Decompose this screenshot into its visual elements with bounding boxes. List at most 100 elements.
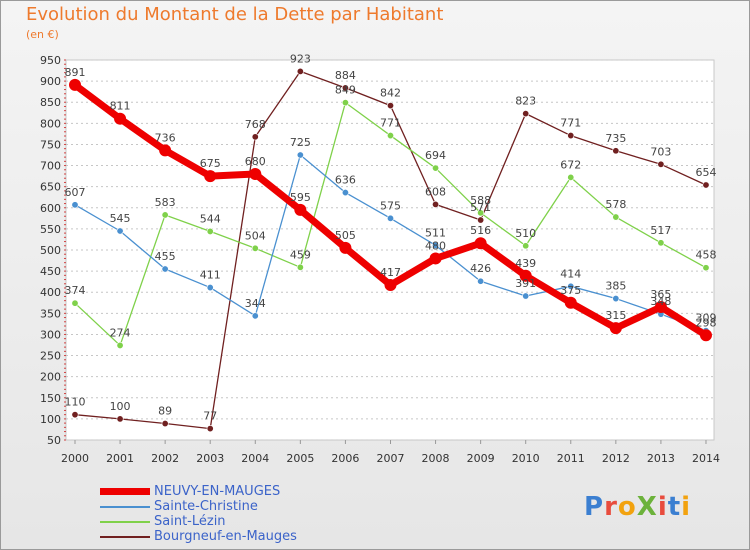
legend-item-sainte-christine[interactable]: Sainte-Christine bbox=[100, 499, 297, 514]
data-point bbox=[567, 173, 575, 181]
data-point bbox=[699, 329, 712, 342]
data-point bbox=[657, 239, 665, 247]
y-tick-label: 600 bbox=[40, 202, 61, 215]
legend-label: Saint-Lézin bbox=[154, 514, 226, 529]
data-point bbox=[114, 112, 127, 125]
y-tick-label: 900 bbox=[40, 75, 61, 88]
legend-label: NEUVY-EN-MAUGES bbox=[154, 484, 281, 499]
data-label: 544 bbox=[200, 212, 221, 225]
series-1 bbox=[71, 151, 710, 335]
logo-letter: r bbox=[604, 492, 618, 522]
data-point bbox=[477, 216, 485, 224]
x-tick-label: 2012 bbox=[602, 452, 630, 465]
data-label: 459 bbox=[290, 248, 311, 261]
legend-item-bourgneuf[interactable]: Bourgneuf-en-Mauges bbox=[100, 529, 297, 544]
data-label: 672 bbox=[560, 158, 581, 171]
x-tick-label: 2011 bbox=[557, 452, 585, 465]
data-label: 608 bbox=[425, 185, 446, 198]
y-tick-label: 450 bbox=[40, 265, 61, 278]
data-point bbox=[564, 296, 577, 309]
data-point bbox=[432, 241, 440, 249]
data-label: 516 bbox=[470, 224, 491, 237]
x-tick-label: 2010 bbox=[512, 452, 540, 465]
data-label: 309 bbox=[695, 312, 716, 325]
y-tick-label: 100 bbox=[40, 413, 61, 426]
data-point bbox=[477, 277, 485, 285]
data-label: 884 bbox=[335, 69, 356, 82]
data-point bbox=[341, 99, 349, 107]
data-point bbox=[251, 244, 259, 252]
legend-label: Sainte-Christine bbox=[154, 499, 258, 514]
data-point bbox=[522, 242, 530, 250]
x-tick-label: 2004 bbox=[241, 452, 269, 465]
data-label: 636 bbox=[335, 174, 356, 187]
y-tick-label: 400 bbox=[40, 286, 61, 299]
data-point bbox=[204, 170, 217, 183]
y-tick-label: 550 bbox=[40, 223, 61, 236]
data-point bbox=[159, 144, 172, 157]
data-point bbox=[116, 341, 124, 349]
data-point bbox=[657, 160, 665, 168]
data-point bbox=[432, 200, 440, 208]
data-label: 694 bbox=[425, 149, 446, 162]
data-label: 348 bbox=[650, 295, 671, 308]
series-0 bbox=[69, 78, 712, 342]
data-label: 414 bbox=[560, 267, 581, 280]
legend: NEUVY-EN-MAUGES Sainte-Christine Saint-L… bbox=[100, 484, 297, 544]
logo-letter: i bbox=[657, 492, 668, 522]
data-label: 675 bbox=[200, 157, 221, 170]
x-tick-label: 2007 bbox=[376, 452, 404, 465]
data-label: 595 bbox=[290, 191, 311, 204]
data-label: 455 bbox=[155, 250, 176, 263]
data-label: 768 bbox=[245, 118, 266, 131]
legend-item-neuvy[interactable]: NEUVY-EN-MAUGES bbox=[100, 484, 297, 499]
data-label: 588 bbox=[470, 194, 491, 207]
data-label: 480 bbox=[425, 239, 446, 252]
data-point bbox=[341, 189, 349, 197]
legend-swatch bbox=[100, 505, 150, 508]
data-point bbox=[386, 214, 394, 222]
data-point bbox=[477, 209, 485, 217]
y-tick-label: 50 bbox=[47, 434, 61, 447]
data-label: 274 bbox=[110, 326, 131, 339]
data-label: 77 bbox=[203, 410, 217, 423]
data-label: 575 bbox=[380, 199, 401, 212]
data-point bbox=[69, 78, 81, 91]
logo-letter: o bbox=[617, 492, 637, 522]
x-tick-label: 2006 bbox=[331, 452, 359, 465]
y-tick-label: 250 bbox=[40, 350, 61, 363]
data-label: 654 bbox=[695, 166, 716, 179]
data-point bbox=[296, 151, 304, 159]
data-label: 703 bbox=[650, 145, 671, 158]
logo-letter: P bbox=[584, 492, 605, 522]
data-point bbox=[339, 241, 352, 254]
data-label: 771 bbox=[380, 117, 401, 130]
x-tick-label: 2000 bbox=[61, 452, 89, 465]
series-2 bbox=[71, 99, 710, 349]
data-point bbox=[71, 411, 79, 419]
data-point bbox=[429, 252, 442, 265]
y-tick-label: 800 bbox=[40, 117, 61, 130]
data-label: 100 bbox=[110, 400, 131, 413]
data-point bbox=[386, 102, 394, 110]
data-point bbox=[612, 295, 620, 303]
data-label: 505 bbox=[335, 229, 356, 242]
y-tick-label: 850 bbox=[40, 96, 61, 109]
data-point bbox=[474, 237, 487, 250]
x-tick-label: 2009 bbox=[467, 452, 495, 465]
data-point bbox=[161, 420, 169, 428]
legend-item-saint-lezin[interactable]: Saint-Lézin bbox=[100, 514, 297, 529]
data-label: 504 bbox=[245, 229, 266, 242]
logo-letter: i bbox=[681, 492, 692, 522]
data-label: 736 bbox=[155, 131, 176, 144]
x-tick-label: 2003 bbox=[196, 452, 224, 465]
data-label: 89 bbox=[158, 405, 172, 418]
legend-swatch bbox=[100, 488, 150, 495]
data-point bbox=[612, 213, 620, 221]
data-label: 680 bbox=[245, 155, 266, 168]
data-point bbox=[567, 282, 575, 290]
data-point bbox=[294, 203, 307, 216]
y-tick-label: 350 bbox=[40, 307, 61, 320]
data-label: 385 bbox=[605, 280, 626, 293]
data-point bbox=[609, 322, 622, 335]
